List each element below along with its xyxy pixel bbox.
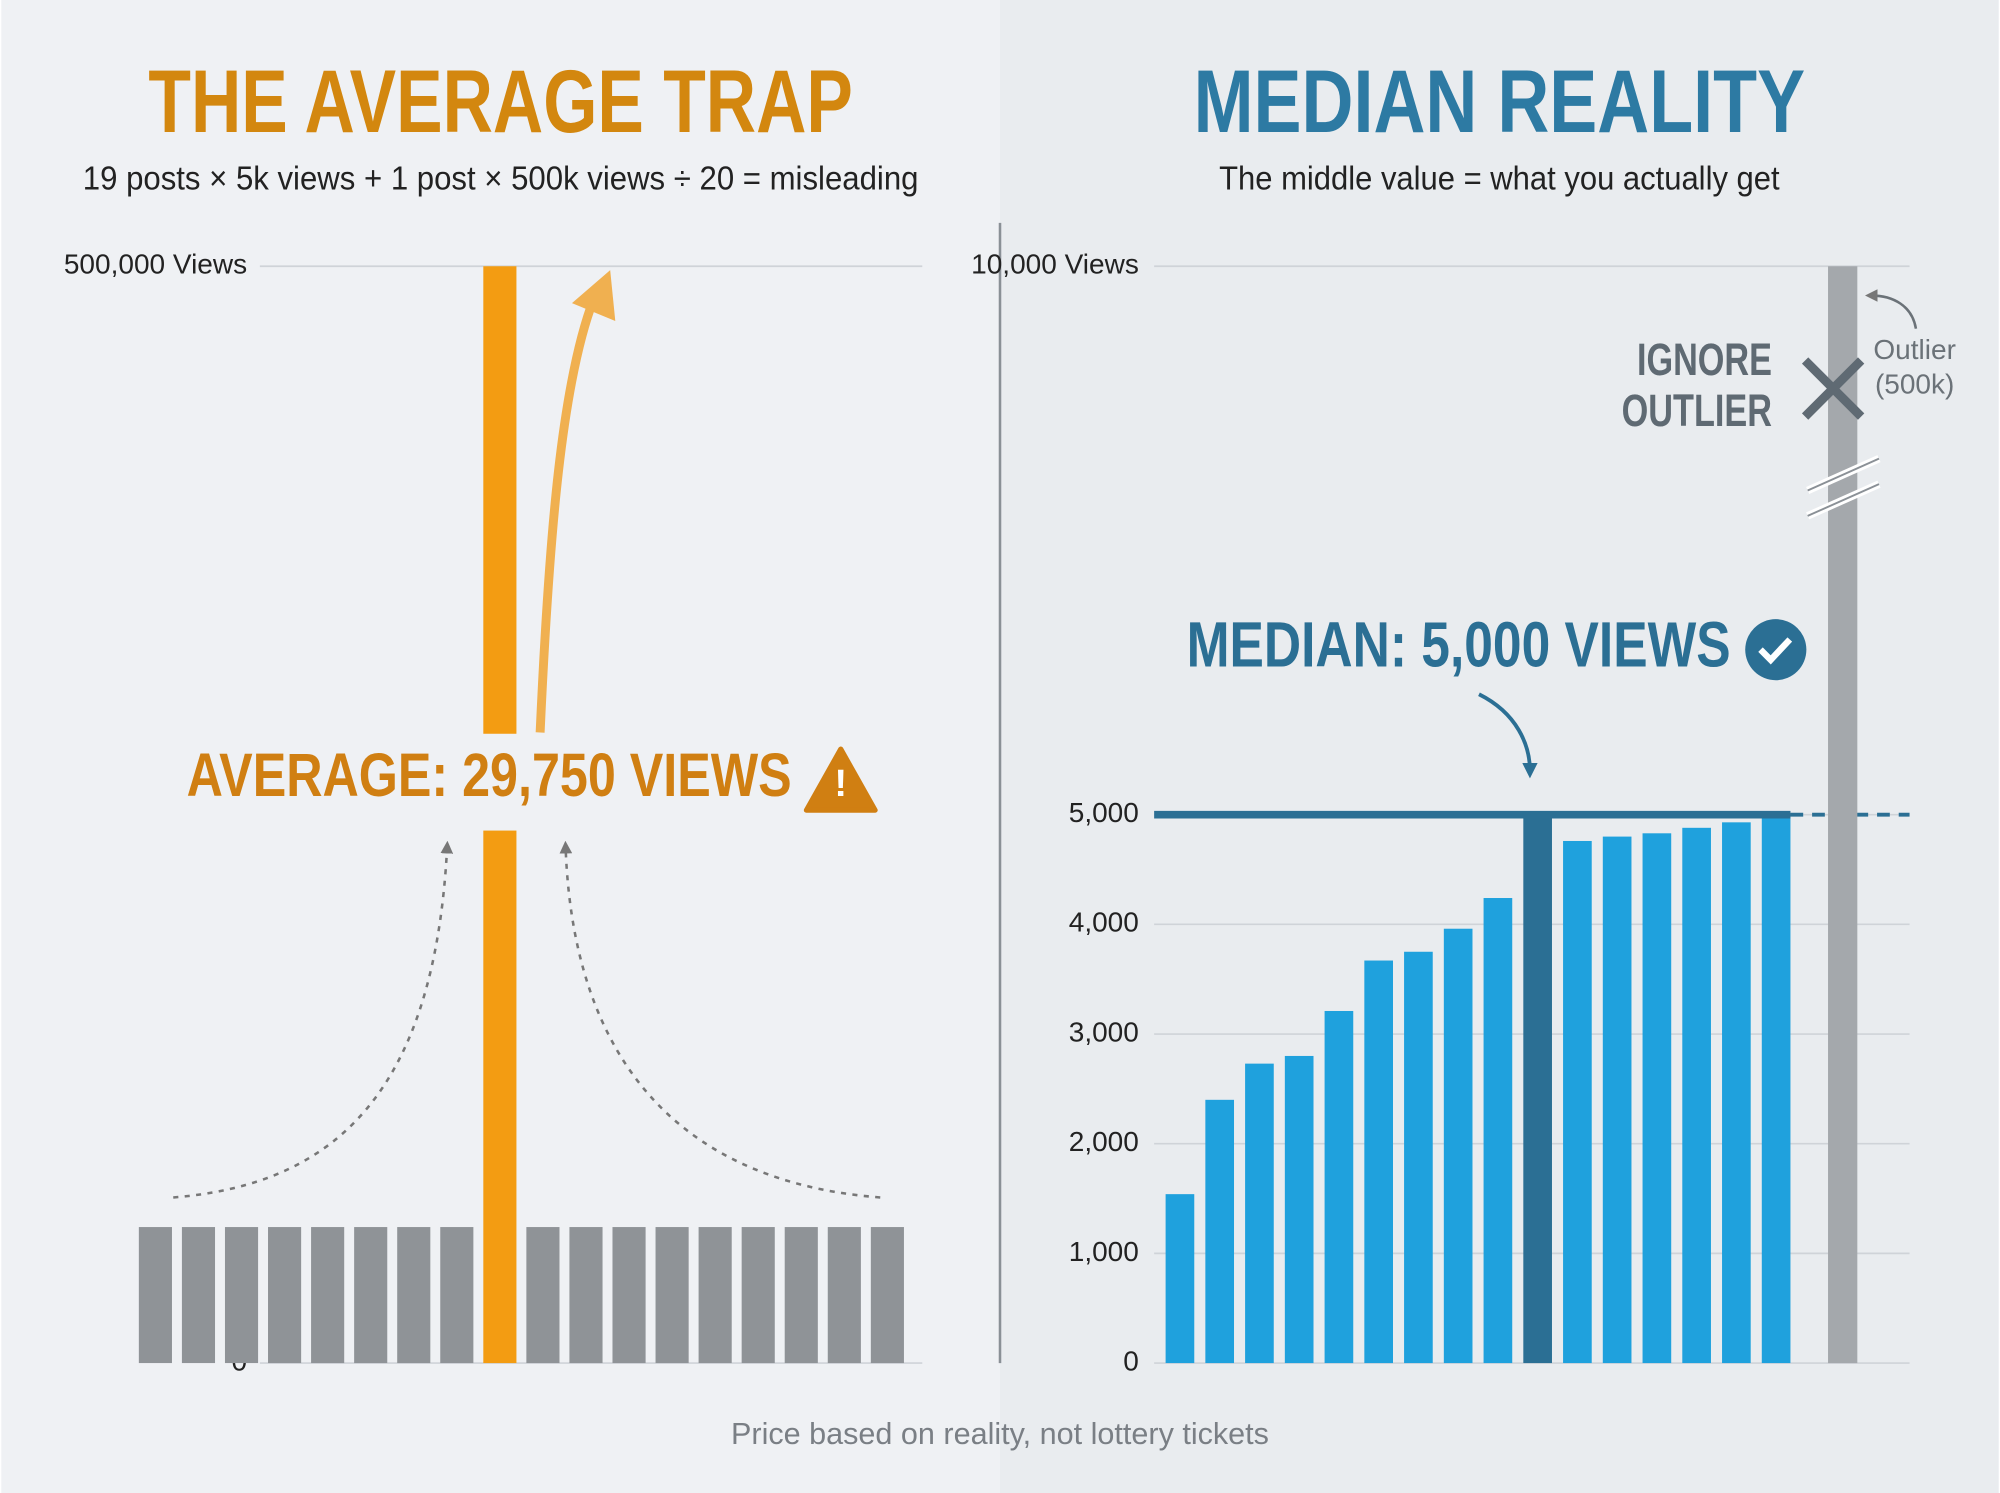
y-tick-label: 500,000 Views	[64, 249, 247, 280]
average-label: AVERAGE: 29,750 VIEWS	[187, 741, 792, 809]
bar	[1483, 898, 1513, 1364]
right-title: MEDIAN REALITY	[1194, 51, 1805, 151]
bar	[569, 1227, 603, 1364]
bar	[1404, 951, 1433, 1364]
dashed-arrow	[173, 840, 454, 1199]
bar	[655, 1227, 689, 1364]
bar	[698, 1227, 732, 1364]
warning-mark: !	[834, 762, 847, 805]
bar	[181, 1227, 216, 1364]
bar	[526, 1227, 560, 1364]
bar	[1761, 814, 1791, 1364]
median-label: MEDIAN: 5,000 VIEWS	[1187, 610, 1731, 681]
bar	[1245, 1063, 1274, 1364]
axis-break	[1807, 457, 1880, 492]
bar	[741, 1227, 775, 1364]
outlier-label: (500k)	[1875, 368, 1954, 399]
outlier-group	[1828, 266, 1858, 1364]
bar	[784, 1227, 818, 1364]
y-tick-label: 3,000	[1069, 1016, 1139, 1047]
bar	[268, 1227, 302, 1364]
bar	[1563, 840, 1592, 1364]
y-tick-label: 0	[1123, 1345, 1139, 1376]
bar	[311, 1227, 345, 1364]
rising-arrow	[535, 297, 598, 733]
label-backdrop	[421, 733, 588, 831]
axis-break	[1807, 483, 1880, 517]
bar	[138, 1227, 172, 1364]
bar	[1682, 827, 1711, 1364]
ignore-x	[1801, 357, 1865, 420]
bar	[1722, 822, 1751, 1364]
decorations	[173, 270, 881, 1199]
bar	[354, 1227, 388, 1364]
check-mark	[1758, 637, 1793, 665]
bar	[612, 1227, 646, 1364]
bar	[224, 1227, 259, 1364]
median-arrow	[1478, 692, 1538, 779]
bar	[440, 1227, 474, 1364]
y-tick-label: 4,000	[1069, 907, 1139, 938]
bar	[1523, 814, 1552, 1364]
rising-arrow-head	[571, 270, 616, 322]
bar	[1364, 960, 1393, 1364]
y-tick-label: 5,000	[1069, 797, 1139, 828]
bar	[870, 1227, 904, 1364]
ignore-label: OUTLIER	[1622, 384, 1772, 436]
check-icon	[1745, 619, 1807, 681]
bar	[1642, 833, 1672, 1364]
warning-icon	[803, 746, 878, 813]
bar	[397, 1227, 431, 1364]
outlier-pointer	[1864, 289, 1918, 329]
bar	[1165, 1194, 1195, 1364]
outlier-bar	[1828, 266, 1858, 1364]
bar	[1443, 928, 1473, 1364]
y-tick-label: 1,000	[1069, 1236, 1139, 1267]
footer: Price based on reality, not lottery tick…	[731, 1417, 1269, 1451]
right-subtitle: The middle value = what you actually get	[1219, 161, 1780, 198]
y-tick-label: 10,000 Views	[971, 249, 1139, 280]
bar	[1284, 1055, 1314, 1364]
outlier-label: Outlier	[1873, 334, 1956, 365]
left-title: THE AVERAGE TRAP	[148, 51, 852, 151]
bar	[1324, 1010, 1354, 1364]
bar	[1602, 836, 1632, 1364]
ignore-label: IGNORE	[1637, 333, 1772, 385]
bar	[827, 1227, 861, 1364]
y-tick-label: 2,000	[1069, 1126, 1139, 1157]
bar	[1205, 1099, 1235, 1364]
left-subtitle: 19 posts × 5k views + 1 post × 500k view…	[83, 161, 919, 198]
